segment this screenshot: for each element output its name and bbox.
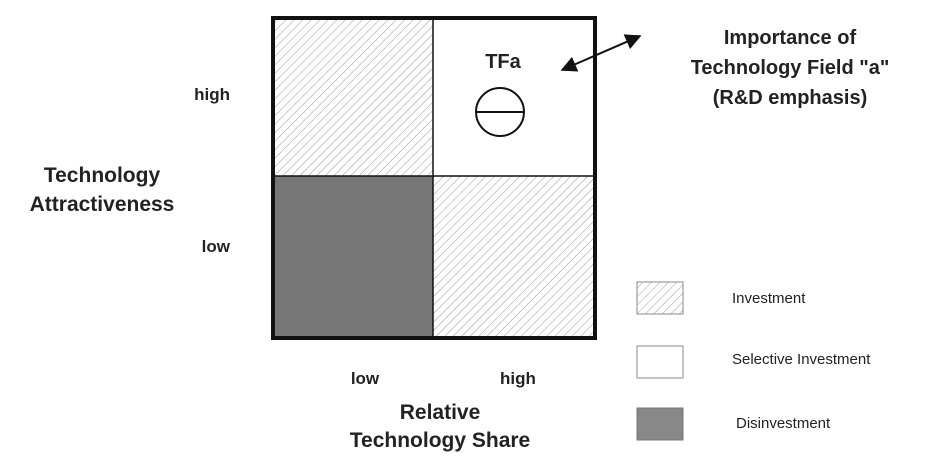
x-title: Technology Share <box>350 429 530 452</box>
annotation-arrow <box>560 34 642 72</box>
legend-label: Selective Investment <box>732 351 871 368</box>
legend-swatch <box>636 281 684 315</box>
quadrant-disinvestment <box>273 176 433 338</box>
y-title: Technology <box>44 164 161 187</box>
annotation-line: Importance of <box>724 27 857 49</box>
legend-swatch <box>636 407 684 441</box>
y-low: low <box>202 237 231 256</box>
matrix-frame <box>271 16 597 340</box>
legend-swatch <box>636 345 684 379</box>
y-title: Attractiveness <box>30 193 175 216</box>
y-high: high <box>194 85 230 104</box>
quadrant-investment <box>433 176 595 338</box>
annotation-line: Technology Field "a" <box>691 57 890 79</box>
quadrant-investment <box>273 18 433 176</box>
annotation-line: (R&D emphasis) <box>713 87 867 109</box>
x-low: low <box>351 369 380 388</box>
x-title: Relative <box>400 401 481 424</box>
x-high: high <box>500 369 536 388</box>
field-label: TFa <box>485 51 521 73</box>
legend-label: Investment <box>732 290 806 307</box>
legend-label: Disinvestment <box>736 415 831 432</box>
